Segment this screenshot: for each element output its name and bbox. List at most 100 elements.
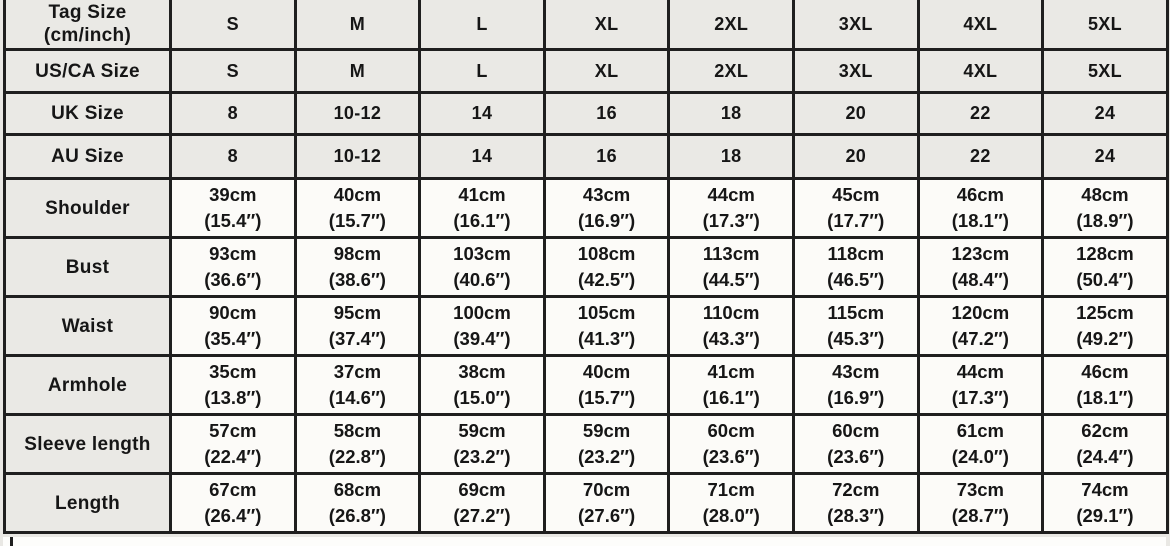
value-cell: 62cm (24.4″) xyxy=(1041,413,1169,475)
value-cell: 39cm (15.4″) xyxy=(169,177,297,239)
size-chart-table: Tag Size (cm/inch) S M L XL 2XL 3XL 4XL 5XL US/CA … xyxy=(3,0,1169,534)
row-label: Waist xyxy=(3,295,172,357)
value-cell: 14 xyxy=(418,133,546,180)
value-cell: 20 xyxy=(791,133,920,180)
value-cell: 123cm (48.4″) xyxy=(916,236,1045,298)
value-cell: 95cm (37.4″) xyxy=(293,295,422,357)
value-cell: 70cm (27.6″) xyxy=(542,472,671,534)
value-cell: 24 xyxy=(1041,133,1169,180)
value-cell: 120cm (47.2″) xyxy=(916,295,1045,357)
value-cell: 2XL xyxy=(667,0,795,51)
value-cell: 44cm (17.3″) xyxy=(916,354,1045,416)
table-row: Waist 90cm (35.4″) 95cm (37.4″) 100cm (39.4″) 1… xyxy=(3,295,1169,357)
value-cell: 4XL xyxy=(916,48,1045,94)
row-label: Shoulder xyxy=(3,177,172,239)
value-cell: 22 xyxy=(916,91,1045,136)
value-cell: 57cm (22.4″) xyxy=(169,413,297,475)
value-cell: 10-12 xyxy=(293,91,422,136)
value-cell: 5XL xyxy=(1041,48,1169,94)
value-cell: 90cm (35.4″) xyxy=(169,295,297,357)
row-label: Tag Size (cm/inch) xyxy=(3,0,172,51)
value-cell: 18 xyxy=(667,91,795,136)
value-cell: 18 xyxy=(667,133,795,180)
value-cell: 108cm (42.5″) xyxy=(542,236,671,298)
value-cell: 16 xyxy=(542,91,671,136)
table-row: Length 67cm (26.4″) 68cm (26.8″) 69cm (27.2″) 7… xyxy=(3,472,1169,534)
value-cell: 67cm (26.4″) xyxy=(169,472,297,534)
value-cell: 44cm (17.3″) xyxy=(667,177,795,239)
value-cell: 61cm (24.0″) xyxy=(916,413,1045,475)
value-cell: 3XL xyxy=(791,0,920,51)
value-cell: 60cm (23.6″) xyxy=(791,413,920,475)
value-cell: 2XL xyxy=(667,48,795,94)
value-cell: 3XL xyxy=(791,48,920,94)
table-row: Armhole 35cm (13.8″) 37cm (14.6″) 38cm (15.0″)… xyxy=(3,354,1169,416)
value-cell: 24 xyxy=(1041,91,1169,136)
value-cell: 74cm (29.1″) xyxy=(1041,472,1169,534)
value-cell: 48cm (18.9″) xyxy=(1041,177,1169,239)
row-label: US/CA Size xyxy=(3,48,172,94)
value-cell: 59cm (23.2″) xyxy=(542,413,671,475)
value-cell: 69cm (27.2″) xyxy=(418,472,546,534)
value-cell: S xyxy=(169,0,297,51)
value-cell: 14 xyxy=(418,91,546,136)
value-cell: S xyxy=(169,48,297,94)
value-cell: 38cm (15.0″) xyxy=(418,354,546,416)
value-cell: 128cm (50.4″) xyxy=(1041,236,1169,298)
value-cell: 8 xyxy=(169,91,297,136)
value-cell: 60cm (23.6″) xyxy=(667,413,795,475)
table-row: Tag Size (cm/inch) S M L XL 2XL 3XL 4XL 5XL xyxy=(3,0,1169,51)
row-label: Sleeve length xyxy=(3,413,172,475)
table-row: AU Size 8 10-12 14 16 18 20 22 24 xyxy=(3,133,1169,180)
value-cell: 115cm (45.3″) xyxy=(791,295,920,357)
value-cell: 72cm (28.3″) xyxy=(791,472,920,534)
value-cell: 43cm (16.9″) xyxy=(542,177,671,239)
value-cell: XL xyxy=(542,0,671,51)
value-cell: 35cm (13.8″) xyxy=(169,354,297,416)
value-cell: 4XL xyxy=(916,0,1045,51)
value-cell: 45cm (17.7″) xyxy=(791,177,920,239)
value-cell: L xyxy=(418,48,546,94)
value-cell: 16 xyxy=(542,133,671,180)
table-row: Bust 93cm (36.6″) 98cm (38.6″) 103cm (40.6″) 10… xyxy=(3,236,1169,298)
value-cell: 105cm (41.3″) xyxy=(542,295,671,357)
table-row: Shoulder 39cm (15.4″) 40cm (15.7″) 41cm (16.1″… xyxy=(3,177,1169,239)
cropped-row-border xyxy=(10,537,13,546)
value-cell: 43cm (16.9″) xyxy=(791,354,920,416)
row-label: AU Size xyxy=(3,133,172,180)
value-cell: L xyxy=(418,0,546,51)
value-cell: 98cm (38.6″) xyxy=(293,236,422,298)
table-row: UK Size 8 10-12 14 16 18 20 22 24 xyxy=(3,91,1169,136)
value-cell: 41cm (16.1″) xyxy=(667,354,795,416)
value-cell: 110cm (43.3″) xyxy=(667,295,795,357)
table-row: US/CA Size S M L XL 2XL 3XL 4XL 5XL xyxy=(3,48,1169,94)
row-label: Length xyxy=(3,472,172,534)
value-cell: 118cm (46.5″) xyxy=(791,236,920,298)
cropped-next-row xyxy=(3,537,1166,546)
value-cell: 40cm (15.7″) xyxy=(542,354,671,416)
value-cell: 46cm (18.1″) xyxy=(1041,354,1169,416)
value-cell: 20 xyxy=(791,91,920,136)
value-cell: XL xyxy=(542,48,671,94)
value-cell: 40cm (15.7″) xyxy=(293,177,422,239)
value-cell: 71cm (28.0″) xyxy=(667,472,795,534)
value-cell: M xyxy=(293,0,422,51)
value-cell: 58cm (22.8″) xyxy=(293,413,422,475)
value-cell: 10-12 xyxy=(293,133,422,180)
value-cell: 93cm (36.6″) xyxy=(169,236,297,298)
value-cell: 37cm (14.6″) xyxy=(293,354,422,416)
table-row: Sleeve length 57cm (22.4″) 58cm (22.8″) 59cm(… xyxy=(3,413,1169,475)
value-cell: 113cm (44.5″) xyxy=(667,236,795,298)
value-cell: 73cm (28.7″) xyxy=(916,472,1045,534)
value-cell: 41cm (16.1″) xyxy=(418,177,546,239)
value-cell: 100cm (39.4″) xyxy=(418,295,546,357)
value-cell: 68cm (26.8″) xyxy=(293,472,422,534)
value-cell: 59cm (23.2″) xyxy=(418,413,546,475)
value-cell: 103cm (40.6″) xyxy=(418,236,546,298)
value-cell: 125cm (49.2″) xyxy=(1041,295,1169,357)
row-label: Armhole xyxy=(3,354,172,416)
value-cell: 46cm (18.1″) xyxy=(916,177,1045,239)
value-cell: 22 xyxy=(916,133,1045,180)
row-label: UK Size xyxy=(3,91,172,136)
